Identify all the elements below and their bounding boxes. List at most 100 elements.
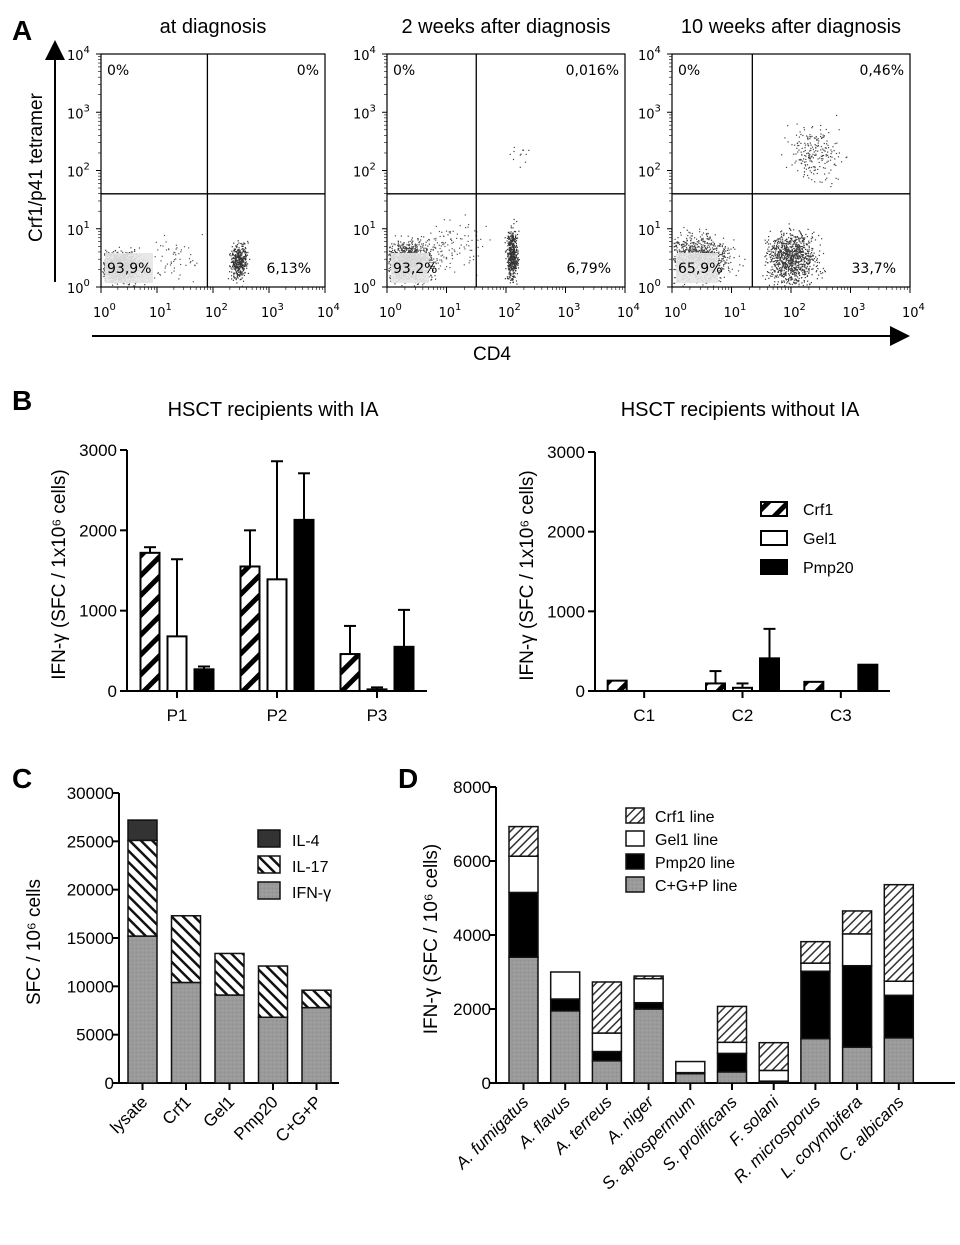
event-dot xyxy=(801,258,803,260)
event-dot xyxy=(508,278,510,280)
event-dot xyxy=(720,254,722,256)
event-dot xyxy=(804,271,806,273)
event-dot xyxy=(425,244,427,246)
event-dot xyxy=(777,270,780,273)
event-dot xyxy=(675,249,677,251)
event-dot xyxy=(425,241,427,243)
event-dot xyxy=(794,275,796,277)
event-dot xyxy=(408,250,410,252)
event-dot xyxy=(787,247,789,249)
event-dot xyxy=(694,242,696,245)
event-dot xyxy=(471,239,473,241)
event-dot xyxy=(764,256,766,258)
event-dot xyxy=(239,266,241,268)
event-dot xyxy=(816,278,818,280)
event-dot xyxy=(451,239,453,242)
event-dot xyxy=(510,227,512,229)
event-dot xyxy=(776,260,778,263)
event-dot xyxy=(512,234,514,236)
event-dot xyxy=(691,232,693,235)
event-dot xyxy=(816,138,818,140)
event-dot xyxy=(127,284,129,286)
event-dot xyxy=(425,250,427,252)
event-dot xyxy=(788,273,790,275)
event-dot xyxy=(678,250,681,252)
event-dot xyxy=(711,250,713,252)
event-dot xyxy=(784,265,786,267)
event-dot xyxy=(777,257,779,259)
event-dot xyxy=(112,251,115,253)
event-dot xyxy=(508,267,510,269)
event-dot xyxy=(784,285,786,287)
event-dot xyxy=(724,262,727,264)
event-dot xyxy=(238,258,240,260)
event-dot xyxy=(796,236,798,238)
event-dot xyxy=(512,253,514,255)
event-dot xyxy=(240,266,242,268)
event-dot xyxy=(795,245,797,247)
event-dot xyxy=(787,265,789,267)
event-dot xyxy=(777,241,779,244)
event-dot xyxy=(506,237,509,239)
event-dot xyxy=(781,260,783,262)
event-dot xyxy=(718,270,720,272)
event-dot xyxy=(786,278,788,281)
event-dot xyxy=(722,255,724,257)
event-dot xyxy=(427,245,429,247)
event-dot xyxy=(802,250,804,252)
event-dot xyxy=(409,240,411,242)
event-dot xyxy=(793,271,795,274)
event-dot xyxy=(159,274,162,276)
event-dot xyxy=(783,235,785,237)
event-dot xyxy=(691,245,693,247)
event-dot xyxy=(802,273,804,276)
event-dot xyxy=(802,241,804,243)
event-dot xyxy=(511,252,513,254)
event-dot xyxy=(240,262,242,264)
event-dot xyxy=(686,246,688,249)
event-dot xyxy=(417,249,419,251)
event-dot xyxy=(394,235,396,237)
event-dot xyxy=(709,252,711,254)
event-dot xyxy=(782,275,784,277)
event-dot xyxy=(798,266,800,268)
event-dot xyxy=(807,250,809,252)
event-dot xyxy=(772,246,774,248)
event-dot xyxy=(782,262,784,264)
event-dot xyxy=(815,271,817,273)
event-dot xyxy=(767,271,769,274)
quadrant-lower-left: 93,2% xyxy=(393,261,437,277)
event-dot xyxy=(431,276,433,278)
event-dot xyxy=(776,239,778,241)
event-dot xyxy=(240,255,242,257)
event-dot xyxy=(787,257,790,259)
event-dot xyxy=(791,248,793,251)
event-dot xyxy=(796,270,798,272)
event-dot xyxy=(429,264,431,266)
event-dot xyxy=(797,246,799,249)
event-dot xyxy=(788,243,790,245)
event-dot xyxy=(511,240,513,243)
event-dot xyxy=(394,251,396,253)
event-dot xyxy=(796,261,799,263)
event-dot xyxy=(243,269,245,271)
event-dot xyxy=(104,270,106,272)
event-dot xyxy=(430,232,432,234)
event-dot xyxy=(513,267,515,269)
event-dot xyxy=(769,243,771,245)
event-dot xyxy=(507,261,509,264)
event-dot xyxy=(771,251,773,253)
event-dot xyxy=(807,152,809,154)
event-dot xyxy=(522,149,524,151)
event-dot xyxy=(419,249,421,251)
event-dot xyxy=(807,260,809,262)
event-dot xyxy=(243,242,245,244)
event-dot xyxy=(787,255,789,257)
event-dot xyxy=(507,265,509,267)
event-dot xyxy=(818,274,820,276)
event-dot xyxy=(704,242,706,244)
event-dot xyxy=(676,250,678,252)
event-dot xyxy=(822,158,824,160)
event-dot xyxy=(117,251,119,253)
event-dot xyxy=(795,275,797,277)
